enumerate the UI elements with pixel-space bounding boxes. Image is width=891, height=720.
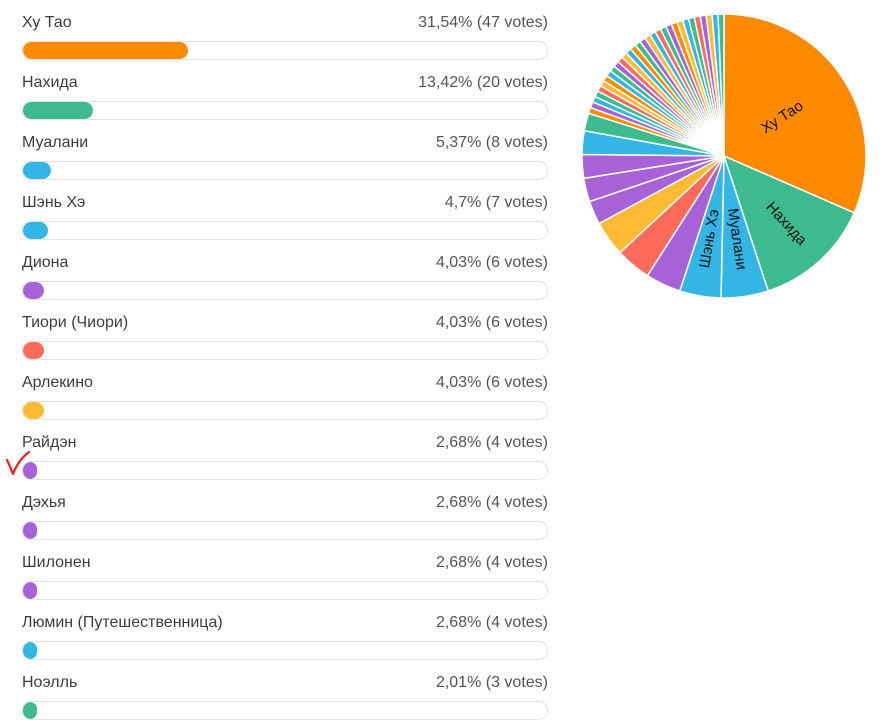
progress-track: [22, 581, 548, 600]
poll-row: Муалани 5,37% (8 votes): [22, 120, 548, 180]
progress-track: [22, 521, 548, 540]
progress-track: [22, 161, 548, 180]
progress-track: [22, 341, 548, 360]
progress-fill: [23, 522, 38, 539]
poll-row: Дэхья 2,68% (4 votes): [22, 480, 548, 540]
option-name: Арлекино: [22, 374, 93, 391]
progress-fill: [23, 282, 45, 299]
option-name: Нахида: [22, 74, 78, 91]
poll-row: Тиори (Чиори) 4,03% (6 votes): [22, 300, 548, 360]
option-name: Шилонен: [22, 554, 91, 571]
handwritten-check-mark-icon: [5, 450, 31, 476]
option-percent-votes: 2,01% (3 votes): [435, 674, 548, 691]
check-mark-stroke: [5, 450, 31, 476]
option-name: Тиори (Чиори): [22, 314, 129, 331]
option-percent-votes: 2,68% (4 votes): [435, 614, 548, 631]
progress-track: [22, 41, 548, 60]
poll-row: Шэнь Хэ 4,7% (7 votes): [22, 180, 548, 240]
option-name: Ноэлль: [22, 674, 78, 691]
poll-row: Райдэн 2,68% (4 votes): [22, 420, 548, 480]
progress-fill: [23, 402, 45, 419]
poll-row: Шилонен 2,68% (4 votes): [22, 540, 548, 600]
progress-fill: [23, 702, 37, 719]
option-name: Дэхья: [22, 494, 66, 511]
progress-fill: [23, 222, 48, 239]
option-name: Люмин (Путешественница): [22, 614, 223, 631]
option-percent-votes: 5,37% (8 votes): [435, 134, 548, 151]
option-percent-votes: 4,03% (6 votes): [435, 374, 548, 391]
option-name: Шэнь Хэ: [22, 194, 86, 211]
progress-track: [22, 701, 548, 720]
option-name: Райдэн: [22, 434, 77, 451]
pie-slice: [722, 154, 856, 292]
option-percent-votes: 31,54% (47 votes): [418, 14, 548, 31]
option-percent-votes: 4,7% (7 votes): [444, 194, 548, 211]
option-name: Муалани: [22, 134, 89, 151]
progress-fill: [23, 162, 52, 179]
option-name: Ху Тао: [22, 14, 72, 31]
pie-slice: [717, 13, 725, 157]
progress-track: [22, 221, 548, 240]
progress-fill: [23, 582, 38, 599]
progress-fill: [23, 342, 45, 359]
option-percent-votes: 13,42% (20 votes): [418, 74, 548, 91]
progress-fill: [23, 42, 189, 59]
poll-row: Ноэлль 2,01% (3 votes): [22, 660, 548, 720]
progress-track: [22, 281, 548, 300]
option-percent-votes: 4,03% (6 votes): [435, 254, 548, 271]
poll-row: Диона 4,03% (6 votes): [22, 240, 548, 300]
progress-track: [22, 461, 548, 480]
progress-fill: [23, 102, 94, 119]
option-percent-votes: 2,68% (4 votes): [435, 494, 548, 511]
poll-row: Нахида 13,42% (20 votes): [22, 60, 548, 120]
poll-results-list: Ху Тао 31,54% (47 votes) Нахида 13,42% (20 …: [22, 0, 548, 720]
progress-track: [22, 101, 548, 120]
poll-row: Люмин (Путешественница) 2,68% (4 votes): [22, 600, 548, 660]
progress-track: [22, 401, 548, 420]
progress-track: [22, 641, 548, 660]
option-percent-votes: 2,68% (4 votes): [435, 554, 548, 571]
progress-fill: [23, 642, 38, 659]
progress-fill: [23, 462, 38, 479]
option-name: Диона: [22, 254, 69, 271]
option-percent-votes: 2,68% (4 votes): [435, 434, 548, 451]
poll-row: Арлекино 4,03% (6 votes): [22, 360, 548, 420]
poll-row: Ху Тао 31,54% (47 votes): [22, 0, 548, 60]
pie-slice: [723, 13, 867, 214]
option-percent-votes: 4,03% (6 votes): [435, 314, 548, 331]
